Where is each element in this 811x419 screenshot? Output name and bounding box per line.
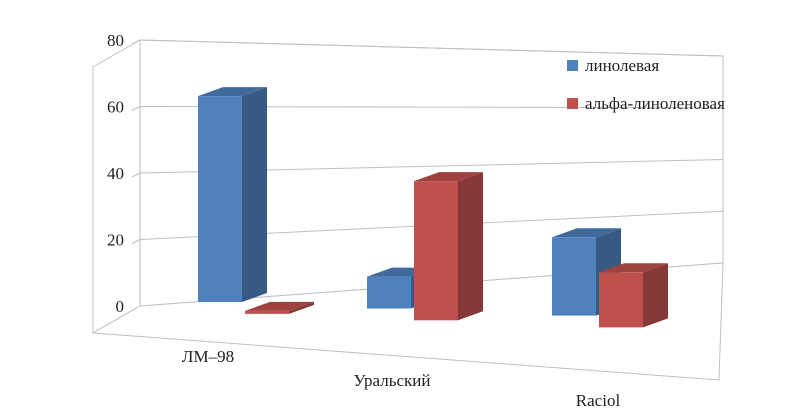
chart-walls — [91, 39, 724, 381]
bar-front — [198, 96, 242, 303]
y-axis-ticks: 0 20 40 60 80 — [107, 31, 124, 316]
legend-swatch — [567, 98, 578, 109]
bar-0-0 — [198, 87, 267, 303]
bar-top — [414, 172, 483, 182]
gridline-side — [131, 106, 141, 111]
bar-2-1 — [599, 263, 668, 328]
bar-side — [289, 301, 314, 314]
bar-top — [599, 263, 668, 273]
gridline — [139, 39, 724, 57]
bar-top — [198, 87, 267, 97]
bar-0-1 — [245, 301, 314, 314]
bar-front — [599, 272, 643, 328]
bars — [198, 87, 668, 328]
bar-top — [245, 301, 314, 311]
bar-1-1 — [414, 172, 483, 321]
gridline-side — [131, 239, 141, 244]
y-tick-label: 0 — [116, 297, 125, 316]
bar-side — [458, 172, 483, 321]
x-category-label: Уральский — [354, 371, 431, 390]
y-tick-label: 60 — [107, 98, 124, 117]
bar-side — [242, 87, 267, 303]
x-axis-categories: ЛМ–98 Уральский Raciol — [182, 347, 621, 410]
legend-label: линолевая — [585, 56, 659, 75]
bar-side — [643, 263, 668, 328]
bar-front — [367, 276, 411, 309]
bar-front — [414, 181, 458, 321]
legend: линолевая альфа-линоленовая — [567, 56, 725, 113]
legend-swatch — [567, 60, 578, 71]
bar-front — [245, 310, 289, 314]
gridline-side — [131, 39, 141, 45]
side-wall — [92, 39, 141, 334]
y-tick-label: 20 — [107, 231, 124, 250]
y-tick-label: 80 — [107, 31, 124, 50]
bar-front — [552, 237, 596, 316]
x-category-label: ЛМ–98 — [182, 347, 234, 366]
legend-label: альфа-линоленовая — [585, 94, 725, 113]
bar-top — [552, 228, 621, 238]
y-tick-label: 40 — [107, 164, 124, 183]
gridline-side — [131, 172, 141, 178]
x-category-label: Raciol — [576, 391, 621, 410]
